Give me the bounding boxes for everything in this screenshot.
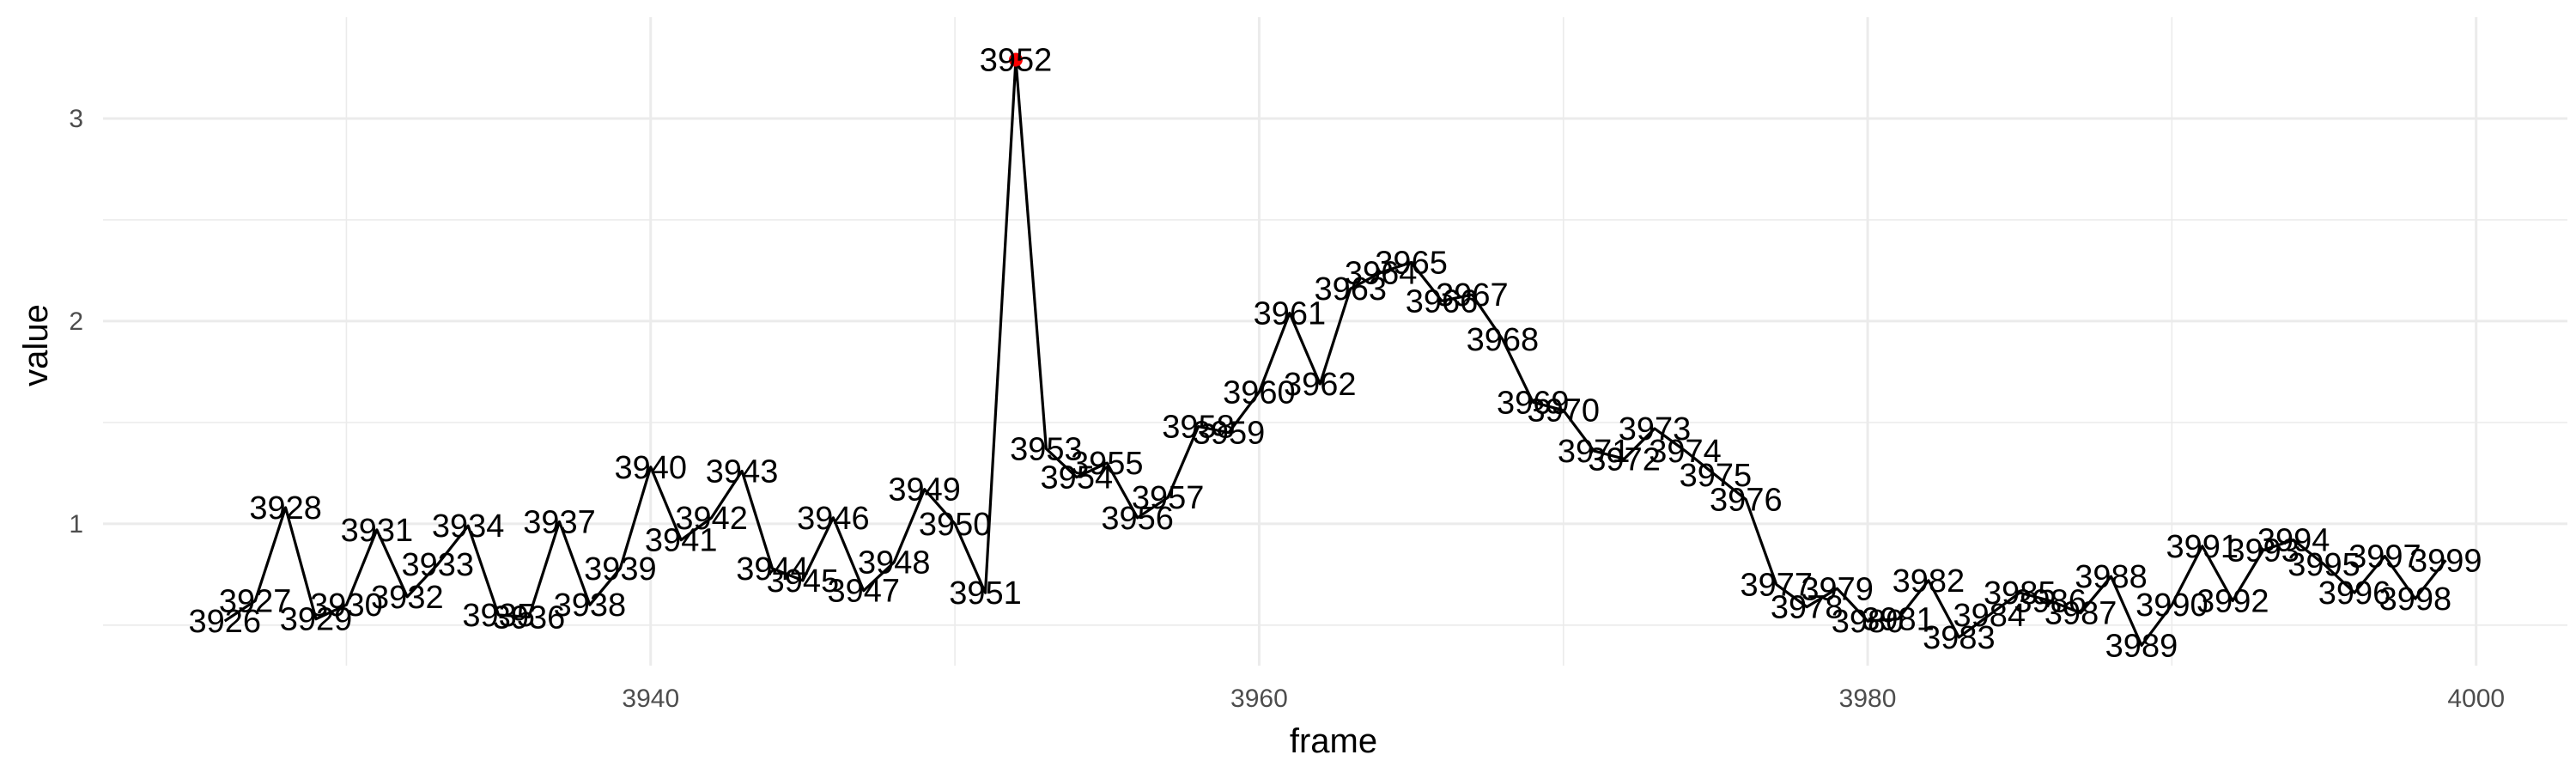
point-label: 3954 <box>1041 460 1114 496</box>
point-label: 3953 <box>1010 432 1083 468</box>
point-label: 3987 <box>2044 596 2117 632</box>
point-label: 3932 <box>371 580 444 616</box>
point-label: 3988 <box>2075 559 2148 595</box>
point-label: 3928 <box>249 490 322 526</box>
point-label: 3958 <box>1162 410 1235 446</box>
point-label: 3998 <box>2379 581 2452 618</box>
y-axis-title: value <box>17 304 55 386</box>
point-label: 3939 <box>584 551 657 587</box>
point-label: 3926 <box>188 604 261 640</box>
x-tick-label: 3960 <box>1230 685 1288 713</box>
y-axis-ticks: 1 2 3 <box>69 105 83 539</box>
point-label: 3963 <box>1314 271 1387 307</box>
point-label: 3951 <box>949 575 1022 612</box>
y-tick-label: 2 <box>69 307 83 336</box>
point-label: 3966 <box>1406 283 1479 320</box>
point-label: 3972 <box>1588 441 1661 478</box>
point-label: 3929 <box>280 602 353 638</box>
point-label: 3927 <box>219 584 292 620</box>
point-label: 3964 <box>1345 255 1418 291</box>
y-tick-label: 1 <box>69 510 83 539</box>
point-label: 3982 <box>1893 563 1965 600</box>
point-label: 3976 <box>1710 483 1783 519</box>
point-label: 3969 <box>1497 385 1570 421</box>
point-label: 3974 <box>1649 434 1722 470</box>
point-label: 3983 <box>1923 620 1996 656</box>
point-label: 3948 <box>858 545 931 581</box>
point-label: 3940 <box>615 450 688 486</box>
point-label: 3935 <box>462 598 535 634</box>
point-label: 3970 <box>1527 393 1600 429</box>
point-label: 3991 <box>2166 529 2239 565</box>
point-label: 3944 <box>736 551 809 587</box>
major-grid <box>103 17 2567 666</box>
point-label: 3933 <box>401 547 474 583</box>
point-label: 3990 <box>2136 587 2208 624</box>
point-label: 3931 <box>341 513 414 549</box>
point-label: 3934 <box>432 508 505 545</box>
point-label: 3968 <box>1467 322 1540 358</box>
point-label: 3938 <box>554 587 627 624</box>
point-label: 3943 <box>706 454 779 490</box>
point-label: 3977 <box>1740 568 1813 604</box>
point-label: 3952 <box>980 43 1053 79</box>
point-label: 3942 <box>675 501 748 537</box>
point-label: 3960 <box>1223 374 1296 411</box>
point-label: 3946 <box>797 501 870 537</box>
point-label: 3999 <box>2409 543 2482 579</box>
point-label: 3989 <box>2105 628 2178 664</box>
point-label: 3947 <box>828 574 901 610</box>
point-label: 3997 <box>2348 539 2421 575</box>
point-label: 3986 <box>2014 584 2087 620</box>
point-label: 3971 <box>1558 434 1631 470</box>
point-label: 3996 <box>2318 575 2391 612</box>
x-tick-label: 3940 <box>622 685 679 713</box>
x-axis-ticks: 3940 3960 3980 4000 <box>622 685 2505 713</box>
point-label: 3945 <box>767 563 840 600</box>
point-label: 3981 <box>1862 602 1935 638</box>
point-label: 3959 <box>1193 416 1266 452</box>
point-label: 3975 <box>1680 458 1753 494</box>
point-label: 3978 <box>1771 590 1844 626</box>
point-label: 3956 <box>1101 501 1174 537</box>
point-label: 3949 <box>888 472 961 508</box>
point-label: 3995 <box>2287 547 2360 583</box>
point-label: 3930 <box>310 587 383 624</box>
point-label: 3985 <box>1984 575 2057 612</box>
point-label: 3994 <box>2257 523 2330 559</box>
point-label: 3936 <box>493 600 566 636</box>
x-tick-label: 4000 <box>2447 685 2505 713</box>
point-label: 3992 <box>2196 584 2269 620</box>
point-label: 3962 <box>1284 367 1357 403</box>
point-label: 3937 <box>523 504 596 540</box>
x-axis-title: frame <box>1290 722 1377 760</box>
point-label: 3973 <box>1619 411 1692 447</box>
point-label: 3980 <box>1832 604 1905 640</box>
point-label: 3965 <box>1375 245 1448 281</box>
highlight-points <box>1008 52 1023 67</box>
point-label: 3955 <box>1071 446 1144 482</box>
point-label: 3957 <box>1132 480 1205 516</box>
point-label: 3941 <box>645 523 718 559</box>
point-label: 3967 <box>1436 277 1509 313</box>
point-label: 3993 <box>2227 533 2300 569</box>
x-tick-label: 3980 <box>1839 685 1897 713</box>
highlight-point <box>1008 52 1023 67</box>
point-label: 3979 <box>1801 571 1874 607</box>
y-tick-label: 3 <box>69 105 83 133</box>
point-label: 3950 <box>919 507 992 543</box>
series-line <box>223 58 2447 647</box>
point-label: 3961 <box>1254 295 1327 332</box>
point-label: 3984 <box>1953 598 2026 634</box>
